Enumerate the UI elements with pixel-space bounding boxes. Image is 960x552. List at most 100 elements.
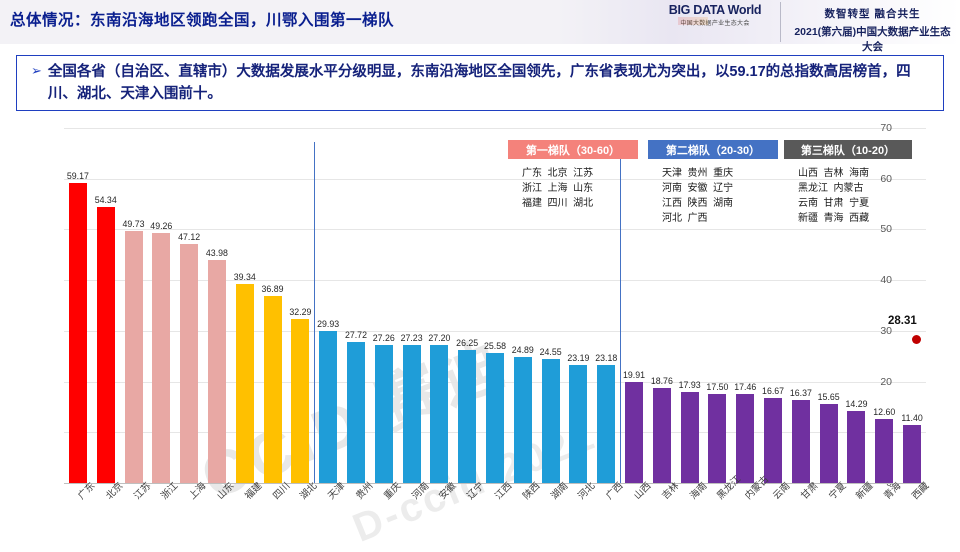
bar[interactable]: [180, 244, 199, 483]
bar[interactable]: [346, 342, 365, 483]
bar-slot[interactable]: 17.93: [679, 380, 701, 483]
bar-slot[interactable]: 36.89: [262, 284, 284, 483]
bar-slot[interactable]: 18.76: [651, 376, 673, 483]
bar-value-label: 16.37: [789, 387, 812, 398]
y-axis-tick: 70: [880, 122, 892, 134]
logo-main-text: BIG DATA World: [668, 3, 762, 17]
bar[interactable]: [319, 331, 338, 483]
bar-value-label: 54.34: [94, 195, 117, 206]
bar-slot[interactable]: 11.40: [901, 413, 923, 483]
bar[interactable]: [96, 207, 115, 483]
bar[interactable]: [430, 345, 449, 483]
bar-value-label: 18.76: [650, 375, 673, 386]
bar[interactable]: [513, 356, 532, 483]
bar[interactable]: [903, 425, 922, 483]
x-axis-labels: 广东 北京 江苏 浙江 上海 山东 福建 四川 湖北 天津 贵州 重庆 河南 安徽 辽宁 江西 陕西 湖南 河北 广西…: [64, 474, 932, 530]
y-axis-tick: 40: [880, 274, 892, 287]
tier-provinces-3: 山西 吉林 海南 黑龙江 内蒙古 云南 甘肃 宁夏 新疆 青海 西藏: [798, 168, 870, 224]
bar-value-label: 17.46: [734, 382, 757, 393]
bar-slot[interactable]: 23.18: [595, 353, 617, 483]
gridline: [64, 178, 926, 180]
bar-slot[interactable]: 54.34: [95, 195, 117, 483]
bar-slot[interactable]: 59.17: [67, 171, 89, 483]
bar-slot[interactable]: 26.25: [456, 338, 478, 483]
bar[interactable]: [847, 410, 866, 483]
bar[interactable]: [708, 394, 727, 483]
callout-box: ➢ 全国各省（自治区、直辖市）大数据发展水平分级明显，东南沿海地区全国领先，广东…: [16, 55, 944, 111]
bar[interactable]: [541, 358, 560, 483]
header-divider: [780, 2, 781, 42]
bar-slot[interactable]: 27.23: [401, 333, 423, 483]
bar-slot[interactable]: 23.19: [567, 353, 589, 483]
bar[interactable]: [680, 392, 699, 483]
bar[interactable]: [736, 394, 755, 483]
bar[interactable]: [486, 353, 504, 483]
bar-slot[interactable]: 17.50: [706, 382, 728, 483]
bar-value-label: 24.89: [511, 344, 534, 355]
slide-header: 总体情况：东南沿海地区领跑全国，川鄂入围第一梯队 BIG DATA World …: [0, 0, 960, 53]
bar[interactable]: [597, 365, 616, 483]
bar-value-label: 26.25: [456, 337, 479, 348]
bar-slot[interactable]: 12.60: [873, 407, 895, 483]
bar-slot[interactable]: 16.67: [762, 386, 784, 483]
bar[interactable]: [68, 182, 87, 483]
bar-slot[interactable]: 15.65: [818, 392, 840, 483]
bar-series: 59.17 54.34 49.73 49.26 47.12 43.98 39.34 36.89…: [64, 128, 926, 483]
bar-slot[interactable]: 24.89: [512, 345, 534, 483]
bar-slot[interactable]: 43.98: [206, 248, 228, 483]
bar-value-label: 39.34: [233, 271, 256, 282]
bar-value-label: 23.18: [595, 353, 618, 364]
bar[interactable]: [819, 403, 838, 483]
bar-slot[interactable]: 14.29: [845, 399, 867, 483]
bar[interactable]: [791, 399, 810, 483]
bullet-arrow-icon: ➢: [31, 63, 42, 78]
y-axis-tick: 50: [880, 223, 892, 236]
bar-slot[interactable]: 25.58: [484, 341, 506, 483]
y-axis-tick: 20: [880, 375, 892, 388]
bar[interactable]: [625, 382, 644, 483]
bar-value-label: 16.67: [762, 386, 785, 397]
bar[interactable]: [263, 295, 282, 483]
bar-slot[interactable]: 17.46: [734, 382, 756, 483]
callout-text: 全国各省（自治区、直辖市）大数据发展水平分级明显，东南沿海地区全国领先，广东省表…: [47, 63, 911, 102]
bar[interactable]: [764, 398, 783, 483]
bar-slot[interactable]: 39.34: [234, 272, 256, 483]
bar-slot[interactable]: 49.73: [123, 219, 145, 483]
bar-value-label: 11.40: [901, 413, 923, 424]
bar-slot[interactable]: 27.26: [373, 333, 395, 483]
bar-slot[interactable]: 19.91: [623, 370, 645, 483]
bar[interactable]: [458, 349, 477, 483]
bar[interactable]: [124, 230, 143, 483]
gridline: [64, 128, 926, 129]
bar-value-label: 15.65: [817, 391, 840, 402]
bar-value-label: 25.58: [483, 341, 507, 352]
bar-slot[interactable]: 27.72: [345, 330, 367, 483]
conference-logo: BIG DATA World 中国大数据产业生态大会: [660, 3, 770, 41]
bar[interactable]: [374, 344, 393, 483]
bar-value-label: 17.93: [678, 380, 701, 391]
bar-slot[interactable]: 27.20: [428, 333, 450, 483]
bar[interactable]: [652, 387, 671, 483]
bar[interactable]: [152, 233, 171, 483]
bar-slot[interactable]: 47.12: [178, 232, 200, 483]
bar-slot[interactable]: 32.29: [289, 307, 311, 483]
bar-value-label: 14.29: [845, 398, 868, 409]
y-axis-tick: 60: [880, 172, 892, 185]
tier-provinces-1: 广东 北京 江苏 浙江 上海 山东 福建 四川 湖北: [522, 168, 594, 209]
gridline: [64, 330, 926, 332]
slogan-line-2: 2021(第六届)中国大数据产业生态大会: [794, 26, 951, 53]
bar-value-label: 27.20: [428, 333, 451, 344]
bar-value-label: 23.19: [567, 353, 590, 364]
bar[interactable]: [402, 344, 421, 483]
bar[interactable]: [291, 319, 310, 483]
bar-slot[interactable]: 16.37: [790, 388, 812, 483]
bar[interactable]: [569, 365, 588, 483]
bar[interactable]: [207, 259, 226, 483]
bar[interactable]: [235, 283, 254, 483]
bar[interactable]: [875, 419, 894, 483]
bar-value-label: 19.91: [623, 370, 646, 381]
bar-slot[interactable]: 29.93: [317, 319, 339, 483]
bar-slot[interactable]: 24.55: [540, 347, 562, 483]
tier-label-3: 第三梯队（10-20）: [784, 140, 912, 159]
bar-slot[interactable]: 49.26: [150, 221, 172, 483]
